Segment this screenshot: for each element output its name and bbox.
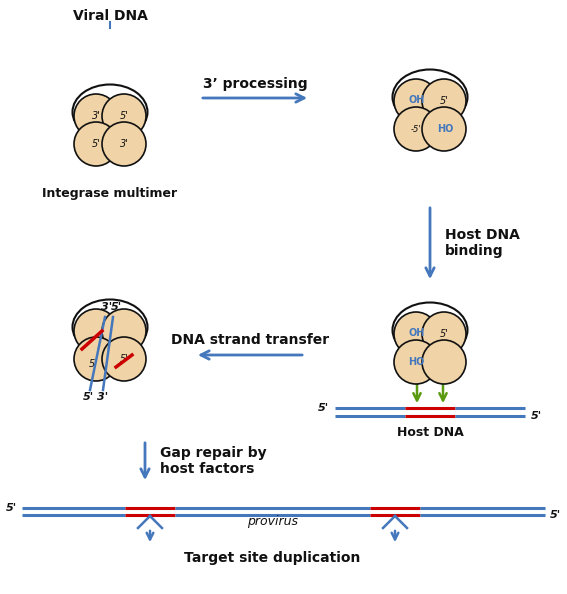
Text: Viral DNA: Viral DNA — [73, 9, 147, 23]
Text: 5': 5' — [550, 510, 561, 520]
Text: 5': 5' — [120, 111, 129, 121]
Circle shape — [74, 122, 118, 166]
Text: HO: HO — [437, 124, 453, 134]
Text: Host DNA: Host DNA — [397, 426, 463, 439]
Circle shape — [422, 79, 466, 123]
Text: 3': 3' — [120, 139, 129, 149]
Text: Gap repair by
host factors: Gap repair by host factors — [160, 446, 266, 476]
Text: Host DNA
binding: Host DNA binding — [445, 228, 520, 258]
Text: 3': 3' — [98, 392, 108, 402]
Circle shape — [74, 94, 118, 138]
Circle shape — [102, 309, 146, 353]
Text: OH: OH — [409, 328, 425, 338]
Circle shape — [422, 340, 466, 384]
Circle shape — [102, 122, 146, 166]
Text: 3': 3' — [91, 111, 100, 121]
Circle shape — [394, 107, 438, 151]
Text: 3’ processing: 3’ processing — [202, 77, 307, 91]
Text: 3': 3' — [101, 302, 113, 312]
Circle shape — [422, 107, 466, 151]
Text: -5': -5' — [411, 125, 421, 134]
Text: 5': 5' — [318, 403, 329, 413]
Circle shape — [102, 94, 146, 138]
Text: provirus: provirus — [247, 514, 298, 527]
Text: 5': 5' — [439, 329, 448, 339]
Text: 5': 5' — [82, 392, 94, 402]
Text: 5': 5' — [531, 411, 542, 421]
Text: HO: HO — [408, 357, 424, 367]
Text: DNA strand transfer: DNA strand transfer — [171, 333, 329, 347]
Circle shape — [102, 337, 146, 381]
Circle shape — [394, 340, 438, 384]
Circle shape — [422, 312, 466, 356]
Circle shape — [74, 337, 118, 381]
Text: 5': 5' — [120, 354, 129, 364]
Circle shape — [394, 79, 438, 123]
Text: Integrase multimer: Integrase multimer — [43, 187, 177, 200]
Text: 5': 5' — [88, 359, 98, 369]
Text: 5': 5' — [439, 96, 448, 106]
Text: 5': 5' — [6, 503, 17, 513]
Text: 5': 5' — [91, 139, 100, 149]
Text: Target site duplication: Target site duplication — [184, 551, 361, 565]
Text: 5': 5' — [111, 302, 121, 312]
Text: OH: OH — [409, 95, 425, 105]
Circle shape — [394, 312, 438, 356]
Circle shape — [74, 309, 118, 353]
